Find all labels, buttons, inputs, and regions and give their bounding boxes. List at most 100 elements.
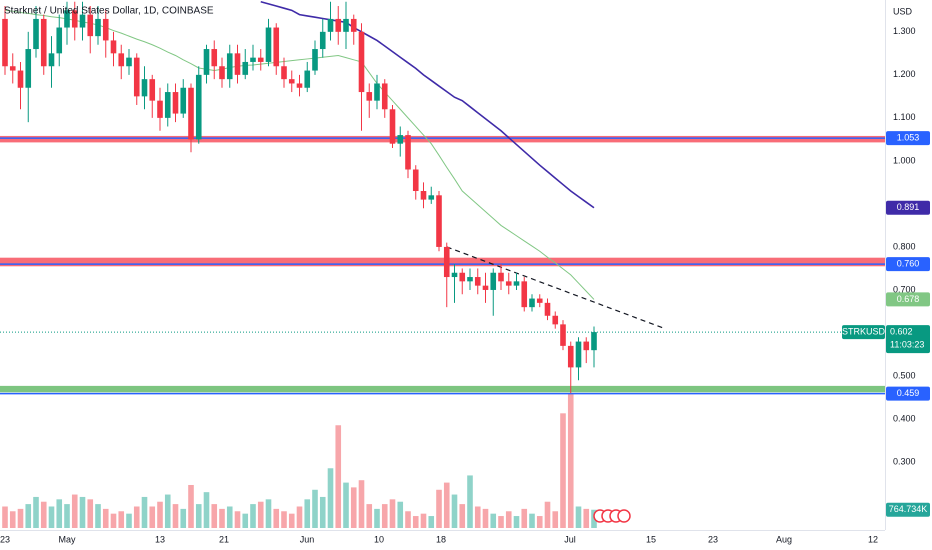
candle-body xyxy=(451,272,458,278)
candle-body xyxy=(2,18,8,67)
x-tick-label: 12 xyxy=(868,534,878,544)
y-tick-label: 1.100 xyxy=(893,112,916,122)
volume-bar xyxy=(381,504,388,528)
candle-body xyxy=(296,83,303,88)
volume-bar xyxy=(172,504,179,528)
candle-body xyxy=(48,53,55,67)
volume-bar xyxy=(405,511,411,528)
volume-bar xyxy=(567,393,574,528)
volume-bar xyxy=(64,504,70,528)
volume-bar xyxy=(188,484,194,528)
candle-body xyxy=(498,272,504,282)
x-tick-label: 10 xyxy=(374,534,384,544)
candle-body xyxy=(560,324,566,346)
volume-bar xyxy=(513,516,520,528)
symbol-box xyxy=(842,325,885,340)
event-icons xyxy=(593,509,631,523)
candle-body xyxy=(118,53,125,67)
candle-body xyxy=(126,57,132,67)
candle-body xyxy=(459,272,466,282)
candle-body xyxy=(397,135,404,144)
candle-body xyxy=(219,66,225,80)
candle-body xyxy=(234,53,241,75)
volume-bar xyxy=(451,494,458,528)
volume-bar xyxy=(374,508,380,528)
volume-bar xyxy=(250,504,256,528)
candle-body xyxy=(312,49,318,71)
candle-body xyxy=(195,74,202,140)
volume-bar xyxy=(133,506,140,528)
volume-bar xyxy=(56,499,63,528)
volume-bar xyxy=(443,482,450,528)
volume-bar xyxy=(436,489,442,528)
candle-body xyxy=(505,281,512,286)
candle-body xyxy=(350,18,357,32)
volume-bar xyxy=(48,506,55,528)
candle-body xyxy=(25,49,32,88)
level-tag-text: 1.053 xyxy=(897,132,920,142)
volume-bar xyxy=(110,513,117,528)
candle-body xyxy=(319,31,326,50)
volume-bar xyxy=(164,494,171,528)
candle-body xyxy=(141,79,148,97)
candle-body xyxy=(157,100,163,118)
candle-body xyxy=(33,18,39,50)
last-price-box xyxy=(886,325,930,354)
candle-body xyxy=(552,315,559,325)
candle-body xyxy=(405,135,411,170)
x-tick-label: 15 xyxy=(646,534,656,544)
volume-bar xyxy=(157,501,163,528)
candle-body xyxy=(40,18,47,67)
volume-bar xyxy=(17,508,24,528)
volume-bar xyxy=(265,499,272,528)
x-tick-label: Jun xyxy=(300,534,315,544)
volume-bar xyxy=(226,506,233,528)
candle-body xyxy=(443,246,450,278)
x-tick-label: May xyxy=(58,534,76,544)
volume-bar xyxy=(428,516,435,528)
candle-body xyxy=(412,169,419,192)
chart-title: Starknet / United States Dollar, 1D, COI… xyxy=(4,6,214,17)
y-tick-label: 1.200 xyxy=(893,69,916,79)
volume-bar xyxy=(498,516,504,528)
candle-body xyxy=(17,70,24,88)
candle-body xyxy=(436,195,442,247)
candle-body xyxy=(180,87,187,114)
candle-body xyxy=(482,285,489,290)
candle-body xyxy=(95,18,101,37)
candle-body xyxy=(257,57,264,62)
volume-bar xyxy=(420,513,427,528)
x-tick-label: 18 xyxy=(436,534,446,544)
volume-bar xyxy=(257,501,264,528)
candle-body xyxy=(164,92,171,118)
zone xyxy=(0,257,885,267)
x-tick-label: Aug xyxy=(776,534,792,544)
volume-bar xyxy=(9,511,16,528)
volume-bar xyxy=(490,513,497,528)
candle-body xyxy=(273,27,280,67)
volume-bar xyxy=(482,508,489,528)
zone xyxy=(0,135,885,143)
volume-bar xyxy=(273,508,280,528)
y-tick-label: 0.800 xyxy=(893,241,916,251)
candle-body xyxy=(575,341,582,368)
volume-bar xyxy=(149,506,156,528)
volume-bar xyxy=(350,487,357,528)
y-tick-label: 1.000 xyxy=(893,155,916,165)
candle-body xyxy=(188,87,194,140)
volume-bar xyxy=(296,506,303,528)
volume-bar xyxy=(505,511,512,528)
candle-body xyxy=(102,18,109,41)
candle-body xyxy=(288,79,295,84)
x-tick-label: Jul xyxy=(564,534,576,544)
volume-bar xyxy=(521,508,528,528)
volume-tag-text: 764.734K xyxy=(889,504,928,514)
candle-body xyxy=(428,195,435,200)
volume-bar xyxy=(281,511,287,528)
ma-tag-text: 0.891 xyxy=(897,202,920,212)
candle-body xyxy=(583,341,590,351)
volume-bar xyxy=(552,511,559,528)
